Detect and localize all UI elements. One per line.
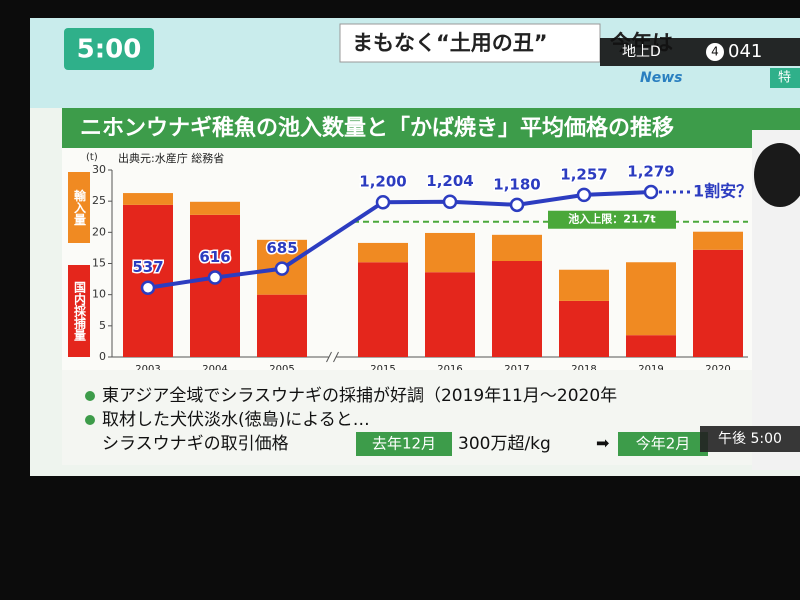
price-label: シラスウナギの取引価格	[102, 434, 289, 454]
arrow: ➡	[596, 434, 609, 453]
bar	[257, 294, 307, 357]
x-tick-label: 2017	[504, 364, 529, 375]
y-tick-label: 25	[92, 194, 106, 207]
annotation: 1割安？	[693, 182, 752, 201]
bar	[492, 234, 542, 262]
bar	[626, 262, 676, 336]
bar	[190, 214, 240, 357]
tag-box	[356, 432, 452, 456]
y-tick-label: 30	[92, 163, 106, 176]
line-marker	[207, 270, 223, 285]
bar	[559, 269, 609, 301]
bullet-dot	[85, 415, 95, 425]
line-marker	[576, 187, 592, 203]
bar	[123, 193, 173, 205]
y-unit: (t)	[86, 152, 98, 163]
tag: 去年12月	[372, 435, 436, 453]
axis-break	[333, 351, 339, 363]
bullet-text: 取材した犬伏淡水(徳島)によると…	[102, 410, 370, 430]
bullet-dot	[85, 391, 95, 401]
line-marker	[509, 197, 525, 213]
y-tick-label: 0	[99, 350, 106, 363]
x-tick-label: 2019	[638, 364, 663, 375]
channel-code: 041	[728, 41, 762, 62]
x-tick-label: 2016	[437, 364, 462, 375]
bar	[559, 300, 609, 357]
line-marker	[375, 194, 391, 210]
clock-box	[64, 28, 154, 70]
x-tick-label: 2003	[135, 364, 160, 375]
axis-break	[328, 351, 337, 363]
y-tick-label: 10	[92, 288, 106, 301]
presenter-head	[754, 143, 800, 207]
corner-box	[770, 68, 800, 88]
data-label: 1,204	[426, 172, 473, 190]
y-tick-label: 5	[99, 319, 106, 332]
bar	[693, 249, 743, 357]
bar	[425, 232, 475, 273]
bar	[358, 242, 408, 263]
headline-box	[339, 23, 601, 63]
line-marker	[274, 261, 290, 276]
line	[147, 190, 652, 290]
data-label: 1,257	[560, 165, 607, 183]
y-tick-label: 15	[92, 257, 106, 270]
data-label: 1,180	[493, 175, 540, 193]
data-label: 685	[266, 239, 297, 257]
data-label: 616	[199, 248, 230, 266]
legend-label: 輸入量	[73, 188, 87, 225]
line-marker	[442, 194, 458, 209]
data-label: 1,200	[359, 173, 406, 191]
legend-label: 国内採捕量	[73, 281, 87, 341]
bar	[492, 261, 542, 357]
x-tick-label: 2018	[571, 364, 596, 375]
time-badge-box	[700, 426, 800, 452]
program: News	[640, 70, 682, 86]
x-tick-label: 2015	[370, 364, 395, 375]
time-badge: 午後 5:00	[718, 431, 782, 447]
bar	[358, 262, 408, 357]
channel: 地上D	[622, 44, 661, 60]
source: 出典元:水産庁 総務省	[118, 151, 224, 165]
data-label: 1,279	[627, 163, 674, 181]
line-marker	[140, 280, 156, 295]
bar	[425, 272, 475, 357]
y-tick-label: 20	[92, 225, 106, 238]
bullet-text: 東アジア全域でシラスウナギの採捕が好調（2019年11月～2020年	[102, 386, 617, 406]
x-tick-label: 2004	[202, 364, 227, 375]
bar	[693, 231, 743, 250]
limit-label: 池入上限：21.7t	[568, 212, 655, 226]
legend-swatch	[68, 265, 90, 357]
price: 300万超/kg	[458, 434, 551, 454]
limit-label-box	[548, 210, 676, 229]
plot: 0 5 10 15 20 25 30 国内採捕量 輸入量 2003 2004 2005 2015 2016…	[68, 161, 752, 375]
headline: まもなく“土用の丑”	[352, 31, 548, 55]
channel-number-circle	[706, 43, 724, 61]
data-label: 537	[132, 258, 163, 276]
title-band	[62, 108, 800, 148]
bar	[626, 335, 676, 357]
tag: 今年2月	[636, 435, 691, 453]
tag-box	[618, 432, 708, 456]
corner: 特	[778, 71, 791, 86]
legend-swatch	[68, 172, 90, 243]
clock: 5:00	[77, 35, 142, 65]
chart-title: ニホンウナギ稚魚の池入数量と「かば焼き」平均価格の推移	[80, 115, 674, 141]
line-marker	[643, 184, 659, 200]
channel-bar	[600, 38, 800, 66]
axis-break	[326, 351, 332, 363]
x-tick-label: 2020	[705, 364, 730, 375]
channel-number: 4	[711, 45, 719, 59]
x-tick-label: 2005	[269, 364, 294, 375]
bar	[190, 201, 240, 215]
